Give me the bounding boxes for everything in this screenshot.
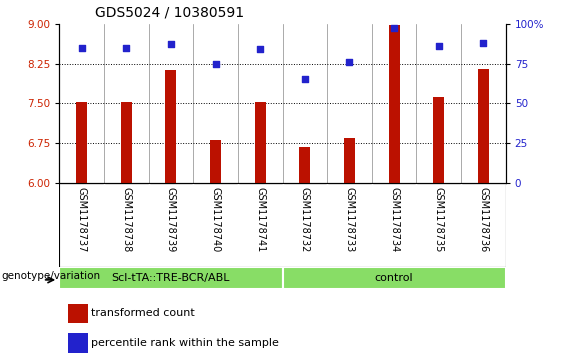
Bar [255,102,266,183]
Bar [121,102,132,183]
Point [301,77,310,82]
Text: GSM1178736: GSM1178736 [479,188,488,253]
Text: genotype/variation: genotype/variation [1,270,101,281]
Bar [68,304,88,323]
Text: percentile rank within the sample: percentile rank within the sample [92,338,279,348]
Bar [166,70,176,183]
Bar [299,147,310,183]
Point [255,46,264,52]
Bar [389,25,399,183]
Bar [344,138,355,183]
Point [77,45,86,50]
Text: transformed count: transformed count [92,308,195,318]
Text: GSM1178735: GSM1178735 [434,188,444,253]
Bar [210,140,221,183]
Text: GSM1178740: GSM1178740 [211,188,220,253]
Text: GSM1178738: GSM1178738 [121,188,131,253]
Text: GSM1178733: GSM1178733 [345,188,354,253]
Text: GSM1178734: GSM1178734 [389,188,399,253]
Point [167,41,176,47]
FancyBboxPatch shape [282,267,506,289]
Point [434,43,444,49]
Point [479,40,488,46]
Bar [478,69,489,183]
FancyBboxPatch shape [59,267,282,289]
Text: Scl-tTA::TRE-BCR/ABL: Scl-tTA::TRE-BCR/ABL [112,273,230,283]
Text: GDS5024 / 10380591: GDS5024 / 10380591 [95,6,244,20]
Text: control: control [375,273,414,283]
Point [122,45,131,50]
Point [211,61,220,66]
Text: GSM1178741: GSM1178741 [255,188,265,253]
Point [345,59,354,65]
Bar [68,333,88,353]
Text: GSM1178737: GSM1178737 [77,188,86,253]
Bar [76,102,87,183]
Bar [433,97,444,183]
Point [390,25,399,31]
Text: GSM1178732: GSM1178732 [300,188,310,253]
Text: GSM1178739: GSM1178739 [166,188,176,253]
